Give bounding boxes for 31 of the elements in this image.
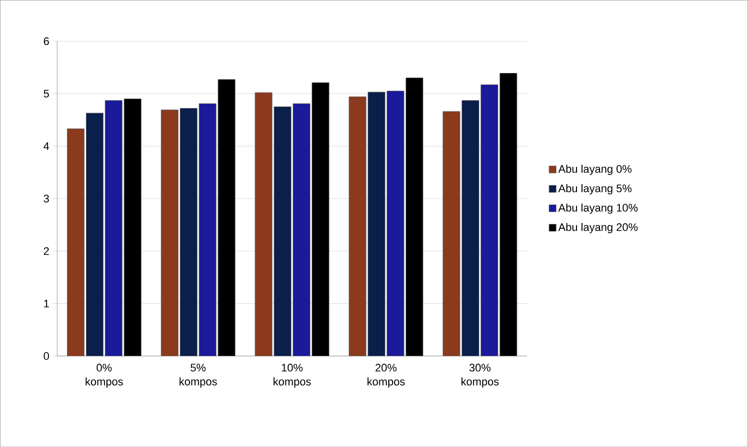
bar (180, 108, 198, 356)
x-tick-label: 0% kompos (86, 364, 123, 388)
x-tick-label: 20% kompos (368, 364, 405, 388)
y-tick-label: 0 (44, 352, 49, 360)
bar (462, 100, 480, 356)
y-tick-label: 6 (44, 37, 49, 45)
y-tick-label: 5 (44, 90, 49, 98)
legend-label: Abu layang 5% (558, 184, 632, 194)
bar (480, 84, 498, 356)
bar (406, 78, 424, 356)
bar (198, 103, 216, 356)
bar (124, 98, 142, 356)
legend-label: Abu layang 0% (558, 164, 632, 175)
bar (312, 82, 330, 356)
bar (386, 90, 404, 356)
bar (368, 92, 386, 356)
bar (86, 112, 104, 356)
bar (292, 103, 310, 356)
x-tick-label: 5% kompos (180, 364, 217, 388)
bar (500, 72, 518, 356)
legend-label: Abu layang 20% (558, 222, 638, 234)
y-tick-label: 2 (44, 247, 49, 255)
x-tick-label: 10% kompos (274, 364, 311, 388)
y-tick-label: 1 (44, 300, 49, 308)
y-tick-label: 3 (44, 194, 49, 202)
x-tick-label: 30% kompos (462, 364, 499, 388)
bar (104, 100, 122, 356)
bar (218, 79, 236, 356)
legend-label: Abu layang 10% (558, 204, 638, 214)
bar (274, 106, 292, 356)
y-tick-label: 4 (44, 142, 50, 150)
